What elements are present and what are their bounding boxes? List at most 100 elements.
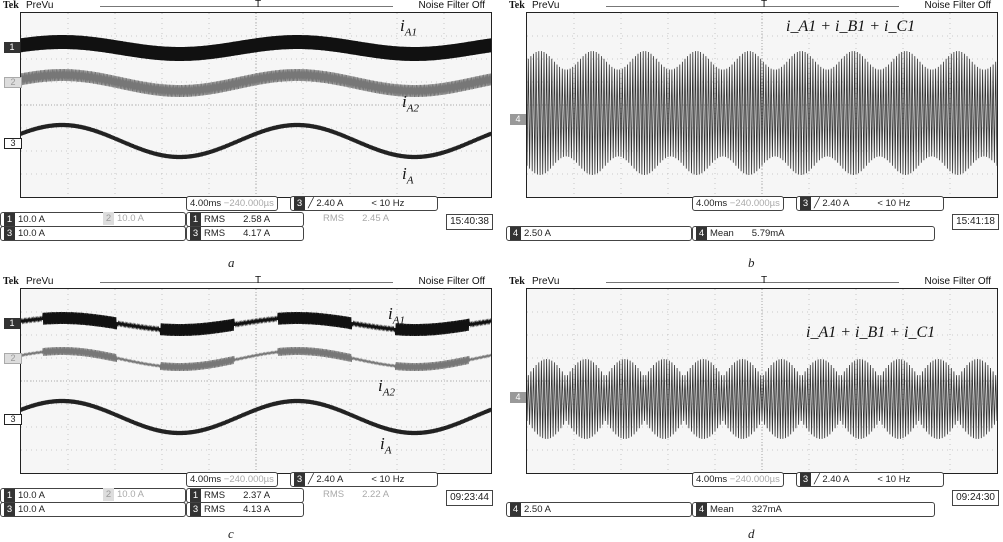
channel-2-marker[interactable]: 2	[4, 353, 22, 364]
trigger-marker-icon: T	[255, 275, 262, 286]
channel-scale-value: 10.0 A	[117, 213, 144, 224]
timebase-readout[interactable]: 4.00ms −240.000µs	[186, 196, 278, 211]
timebase-readout[interactable]: 4.00ms −240.000µs	[186, 472, 278, 487]
trace-label-a: iA	[402, 164, 413, 186]
measurement-channel: 1	[190, 489, 201, 502]
label-subscript: A	[406, 174, 414, 187]
channel-1-marker[interactable]: 1	[4, 42, 20, 53]
subfigure-caption: a	[228, 255, 235, 270]
measurement-rms[interactable]: 3 RMS 4.13 A	[186, 502, 304, 517]
trigger-position-line	[100, 282, 393, 283]
trace-label-a2: iA2	[378, 376, 395, 398]
measurement-channel: 4	[696, 503, 707, 516]
channel-2-marker[interactable]: 2	[4, 77, 22, 88]
trigger-level: ╱ 2.40 A	[814, 198, 850, 209]
measurement-type: RMS	[204, 228, 226, 239]
channel-4-scale[interactable]: 4 2.50 A	[506, 502, 692, 517]
measurement-value: 327mA	[751, 504, 782, 515]
trigger-position-line	[606, 6, 899, 7]
channel-number: 2	[103, 212, 114, 225]
trace-label-a1: iA1	[400, 16, 417, 38]
measurement-type: Mean	[710, 504, 734, 515]
acquisition-mode: PreVu	[532, 0, 560, 11]
trigger-readout[interactable]: 3 ╱ 2.40 A < 10 Hz	[290, 196, 438, 211]
trace-ia1	[21, 311, 491, 337]
trace-sum-current	[527, 51, 997, 176]
measurement-type: RMS	[204, 504, 226, 515]
channel-scale-value: 10.0 A	[18, 214, 45, 225]
channel-number: 1	[4, 213, 15, 226]
trigger-readout[interactable]: 3 ╱ 2.40 A < 10 Hz	[796, 196, 944, 211]
timestamp: 09:24:30	[952, 490, 999, 506]
measurement-rms[interactable]: 3 RMS 4.17 A	[186, 226, 304, 241]
channel-number: 3	[4, 227, 15, 240]
measurement-type: RMS	[323, 489, 345, 500]
measurement-value: 2.37 A	[243, 490, 271, 501]
measurement-channel: 3	[190, 503, 201, 516]
label-subscript: A1	[404, 26, 417, 39]
trigger-readout[interactable]: 3 ╱ 2.40 A < 10 Hz	[796, 472, 944, 487]
horizontal-position: −240.000µs	[223, 474, 274, 485]
channel-1-marker[interactable]: 1	[4, 318, 20, 329]
measurement-mean[interactable]: 4 Mean 327mA	[692, 502, 935, 517]
measurement-rms[interactable]: 1 RMS 2.37 A	[186, 488, 304, 503]
channel-number: 2	[103, 488, 114, 501]
channel-4-marker[interactable]: 4	[510, 114, 526, 125]
channel-3-scale[interactable]: 3 10.0 A	[0, 502, 186, 517]
trigger-frequency: < 10 Hz	[877, 198, 911, 209]
timestamp: 09:23:44	[446, 490, 493, 506]
channel-2-scale[interactable]: 2 10.0 A	[100, 488, 176, 501]
channel-3-scale[interactable]: 3 10.0 A	[0, 226, 186, 241]
timebase-readout[interactable]: 4.00ms −240.000µs	[692, 472, 784, 487]
measurement-type: RMS	[204, 214, 226, 225]
timebase-value: 4.00ms	[696, 198, 728, 209]
waveform-display	[526, 12, 998, 198]
timebase-value: 4.00ms	[696, 474, 728, 485]
graticule-plot	[21, 13, 491, 197]
trace-sum-current	[527, 358, 997, 439]
label-subscript: A1	[392, 314, 405, 327]
readout-bar: 4.00ms −240.000µs 3 ╱ 2.40 A < 10 Hz 1 10.0 A…	[0, 196, 493, 241]
measurement-rms[interactable]: RMS 2.45 A	[306, 212, 422, 225]
readout-bar: 4.00ms −240.000µs 3 ╱ 2.40 A < 10 Hz 1 10.0 A…	[0, 472, 493, 517]
label-subscript: A	[384, 444, 392, 457]
measurement-type: RMS	[204, 490, 226, 501]
trace-label-sum: i_A1 + i_B1 + i_C1	[786, 18, 916, 35]
channel-3-marker[interactable]: 3	[4, 138, 22, 149]
noise-filter-status: Noise Filter Off	[418, 0, 486, 11]
timebase-readout[interactable]: 4.00ms −240.000µs	[692, 196, 784, 211]
measurement-channel: 1	[190, 213, 201, 226]
measurement-mean[interactable]: 4 Mean 5.79mA	[692, 226, 935, 241]
noise-filter-status: Noise Filter Off	[924, 276, 992, 287]
channel-scale-value: 10.0 A	[18, 490, 45, 501]
label-symbol: i	[400, 16, 405, 35]
graticule-plot	[21, 289, 491, 473]
trigger-frequency: < 10 Hz	[371, 474, 405, 485]
waveform-display	[20, 288, 492, 474]
noise-filter-status: Noise Filter Off	[924, 0, 992, 11]
measurement-value: 2.22 A	[362, 489, 390, 500]
measurement-type: RMS	[323, 213, 345, 224]
scope-panel-c: Tek PreVu T Noise Filter Off 1 2 3 iA1 iA2 iA 4.00…	[0, 275, 493, 517]
trace-label-sum: i_A1 + i_B1 + i_C1	[806, 324, 936, 341]
trace-ia	[21, 122, 491, 160]
channel-scale-value: 2.50 A	[524, 504, 551, 515]
trigger-marker-icon: T	[255, 0, 262, 10]
trigger-readout[interactable]: 3 ╱ 2.40 A < 10 Hz	[290, 472, 438, 487]
channel-2-scale[interactable]: 2 10.0 A	[100, 212, 176, 225]
channel-number: 4	[510, 503, 521, 516]
channel-3-marker[interactable]: 3	[4, 414, 22, 425]
waveform-display	[526, 288, 998, 474]
brand-logo: Tek	[3, 0, 19, 11]
channel-number: 1	[4, 489, 15, 502]
label-subscript: A2	[406, 102, 419, 115]
channel-4-scale[interactable]: 4 2.50 A	[506, 226, 692, 241]
waveform-display	[20, 12, 492, 198]
measurement-rms[interactable]: 1 RMS 2.58 A	[186, 212, 304, 227]
measurement-channel: 4	[696, 227, 707, 240]
measurement-rms[interactable]: RMS 2.22 A	[306, 488, 422, 501]
trigger-level: ╱ 2.40 A	[814, 474, 850, 485]
trigger-marker-icon: T	[761, 0, 768, 10]
channel-4-marker[interactable]: 4	[510, 392, 526, 403]
label-symbol: i	[402, 164, 407, 183]
